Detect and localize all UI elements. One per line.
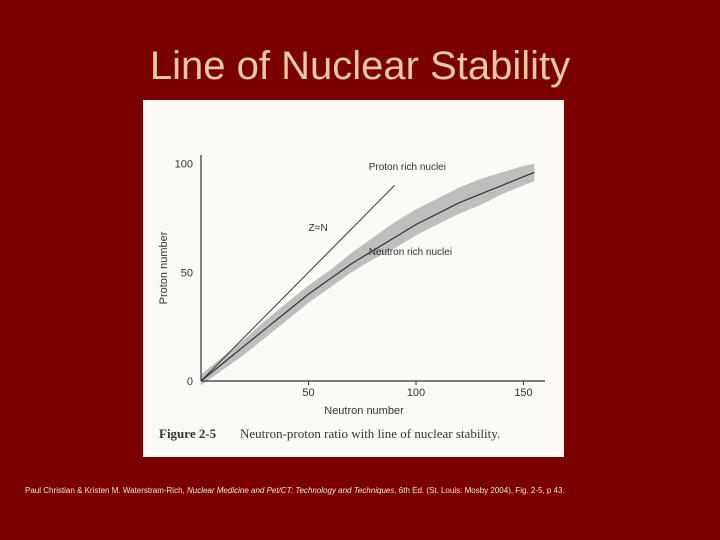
x-tick-label: 150 [514,387,532,399]
annotation-proton-rich: Proton rich nuclei [369,162,446,173]
stability-chart: 50 100 150 0 50 100 Proton rich nuclei Z=N Neut… [158,155,545,441]
citation-details: , 6th Ed. (St. Louis: Mosby 2004), Fig. … [394,486,565,495]
figure-panel: 50 100 150 0 50 100 Proton rich nuclei Z=N Neut… [143,100,564,457]
stability-band [201,163,535,386]
citation-authors: Paul Christian & Kristen M. Waterstram-R… [25,486,187,495]
figure-caption: Neutron-proton ratio with line of nuclea… [240,426,500,441]
annotation-z-equals-n: Z=N [309,223,328,234]
x-tick-label: 100 [407,387,425,399]
y-tick-label: 0 [187,376,193,388]
annotation-neutron-rich: Neutron rich nuclei [369,247,452,258]
slide-title: Line of Nuclear Stability [149,44,571,88]
y-tick-label: 50 [181,267,193,279]
z-equals-n-line [200,185,395,382]
stability-line [200,171,535,382]
x-axis-label: Neutron number [324,405,404,417]
figure-label: Figure 2-5 [159,426,217,441]
citation-book-title: Nuclear Medicine and Pet/CT: Technology … [186,486,395,495]
citation: Paul Christian & Kristen M. Waterstram-R… [25,486,715,495]
x-tick-label: 50 [302,387,314,399]
y-tick-label: 100 [175,159,193,171]
y-axis-label: Proton number [158,231,170,304]
